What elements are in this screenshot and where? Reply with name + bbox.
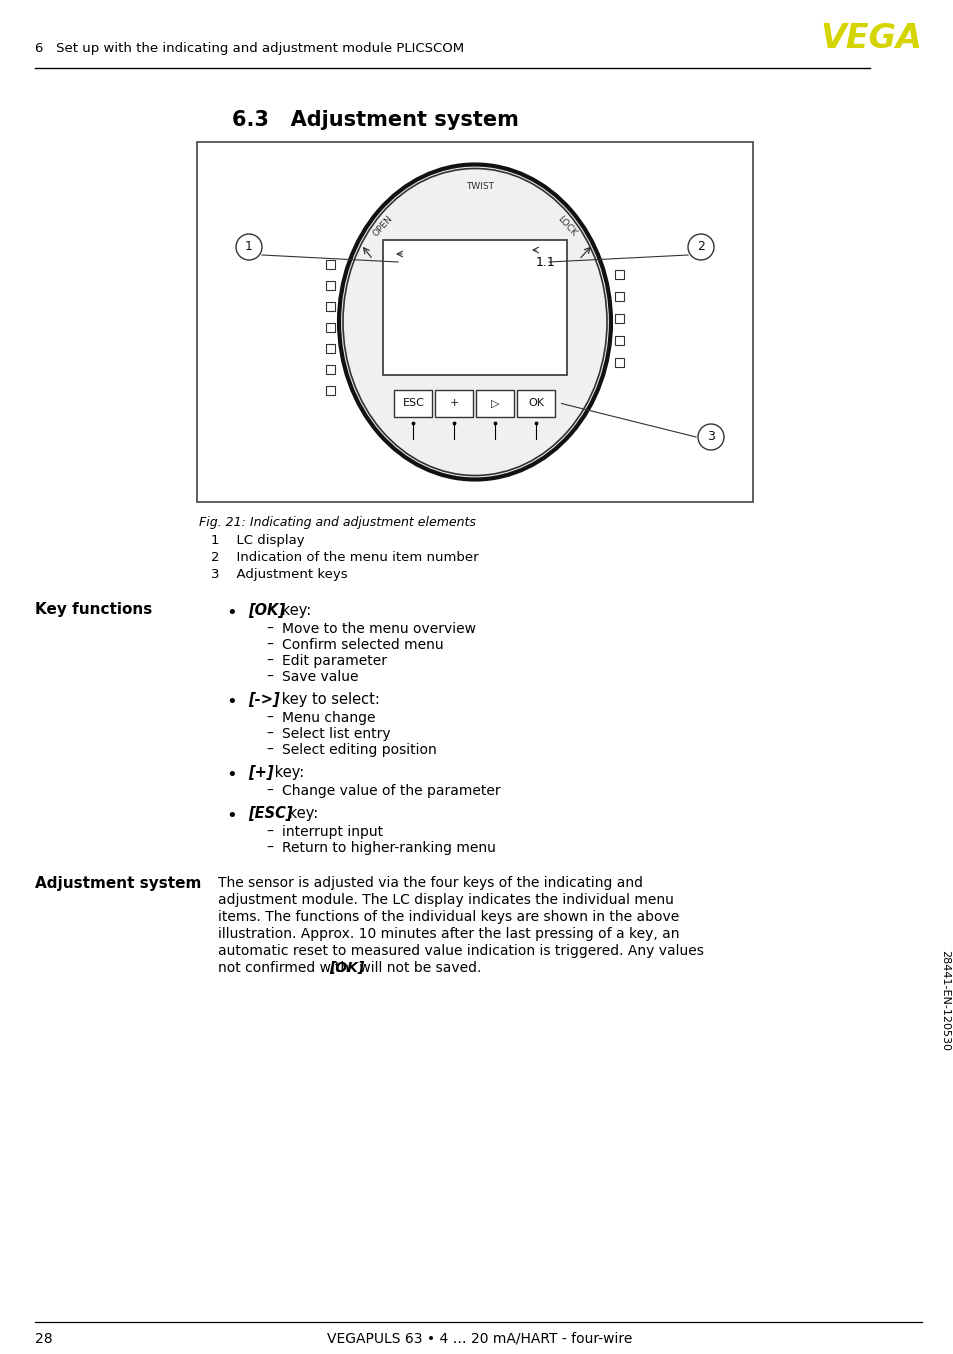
Text: +: + <box>450 398 458 409</box>
Text: [->]: [->] <box>248 692 279 707</box>
Text: •: • <box>226 604 236 621</box>
Bar <box>517 390 555 417</box>
Text: key:: key: <box>276 603 311 617</box>
Text: –: – <box>266 621 273 636</box>
Text: •: • <box>226 807 236 825</box>
Text: key:: key: <box>270 765 304 780</box>
Bar <box>326 322 335 332</box>
Bar <box>395 390 432 417</box>
Text: key to select:: key to select: <box>276 692 379 707</box>
Bar <box>615 291 623 301</box>
Text: 1    LC display: 1 LC display <box>211 533 304 547</box>
Bar <box>326 280 335 290</box>
Text: –: – <box>266 743 273 757</box>
Text: Menu change: Menu change <box>282 711 375 724</box>
Text: –: – <box>266 670 273 684</box>
Text: The sensor is adjusted via the four keys of the indicating and: The sensor is adjusted via the four keys… <box>218 876 642 890</box>
Text: illustration. Approx. 10 minutes after the last pressing of a key, an: illustration. Approx. 10 minutes after t… <box>218 927 679 941</box>
Text: –: – <box>266 654 273 668</box>
Text: OPEN: OPEN <box>371 214 395 238</box>
Text: •: • <box>226 766 236 784</box>
Text: –: – <box>266 841 273 854</box>
Text: interrupt input: interrupt input <box>282 825 383 839</box>
Bar <box>615 336 623 344</box>
Text: not confirmed with: not confirmed with <box>218 961 354 975</box>
Text: 1: 1 <box>245 241 253 253</box>
Bar <box>326 302 335 310</box>
Text: 3    Adjustment keys: 3 Adjustment keys <box>211 567 347 581</box>
Text: 28441-EN-120530: 28441-EN-120530 <box>939 949 949 1051</box>
Text: •: • <box>226 693 236 711</box>
Bar <box>615 314 623 322</box>
Text: [ESC]: [ESC] <box>248 806 293 821</box>
Text: Fig. 21: Indicating and adjustment elements: Fig. 21: Indicating and adjustment eleme… <box>199 516 476 529</box>
Text: automatic reset to measured value indication is triggered. Any values: automatic reset to measured value indica… <box>218 944 703 959</box>
Bar <box>615 357 623 367</box>
Bar <box>476 390 514 417</box>
Text: –: – <box>266 727 273 741</box>
Text: adjustment module. The LC display indicates the individual menu: adjustment module. The LC display indica… <box>218 894 673 907</box>
Text: key:: key: <box>284 806 318 821</box>
Text: 6   Set up with the indicating and adjustment module PLICSCOM: 6 Set up with the indicating and adjustm… <box>35 42 464 56</box>
Text: Select editing position: Select editing position <box>282 743 436 757</box>
Text: –: – <box>266 825 273 839</box>
Ellipse shape <box>343 168 606 475</box>
Text: Save value: Save value <box>282 670 358 684</box>
Text: 3: 3 <box>706 431 714 444</box>
Ellipse shape <box>338 164 610 479</box>
Text: Key functions: Key functions <box>35 603 152 617</box>
Bar <box>615 269 623 279</box>
Text: will not be saved.: will not be saved. <box>355 961 481 975</box>
Text: VEGA: VEGA <box>820 22 921 56</box>
Text: LOCK: LOCK <box>556 215 578 238</box>
Bar <box>382 240 566 375</box>
Text: VEGAPULS 63 • 4 … 20 mA/HART - four-wire: VEGAPULS 63 • 4 … 20 mA/HART - four-wire <box>327 1332 632 1346</box>
Text: 1.1: 1.1 <box>535 256 555 269</box>
Text: Adjustment system: Adjustment system <box>35 876 201 891</box>
Text: 2: 2 <box>697 241 704 253</box>
Text: Return to higher-ranking menu: Return to higher-ranking menu <box>282 841 496 854</box>
Text: 6.3   Adjustment system: 6.3 Adjustment system <box>232 110 518 130</box>
Bar <box>196 142 752 502</box>
Text: OK: OK <box>528 398 544 409</box>
Text: Edit parameter: Edit parameter <box>282 654 387 668</box>
Text: [OK]: [OK] <box>329 961 364 975</box>
Text: 28: 28 <box>35 1332 52 1346</box>
Text: items. The functions of the individual keys are shown in the above: items. The functions of the individual k… <box>218 910 679 923</box>
Bar <box>326 260 335 268</box>
Text: [+]: [+] <box>248 765 274 780</box>
Text: –: – <box>266 784 273 798</box>
Bar <box>435 390 473 417</box>
Bar <box>326 386 335 394</box>
Text: ESC: ESC <box>402 398 424 409</box>
Text: [OK]: [OK] <box>248 603 285 617</box>
Text: Select list entry: Select list entry <box>282 727 390 741</box>
Bar <box>326 364 335 374</box>
Text: Confirm selected menu: Confirm selected menu <box>282 638 443 653</box>
Bar <box>326 344 335 352</box>
Text: Change value of the parameter: Change value of the parameter <box>282 784 500 798</box>
Text: ▷: ▷ <box>491 398 499 409</box>
Text: TWIST: TWIST <box>465 181 494 191</box>
Text: Move to the menu overview: Move to the menu overview <box>282 621 476 636</box>
Text: –: – <box>266 638 273 653</box>
Text: 2    Indication of the menu item number: 2 Indication of the menu item number <box>211 551 478 565</box>
Text: –: – <box>266 711 273 724</box>
